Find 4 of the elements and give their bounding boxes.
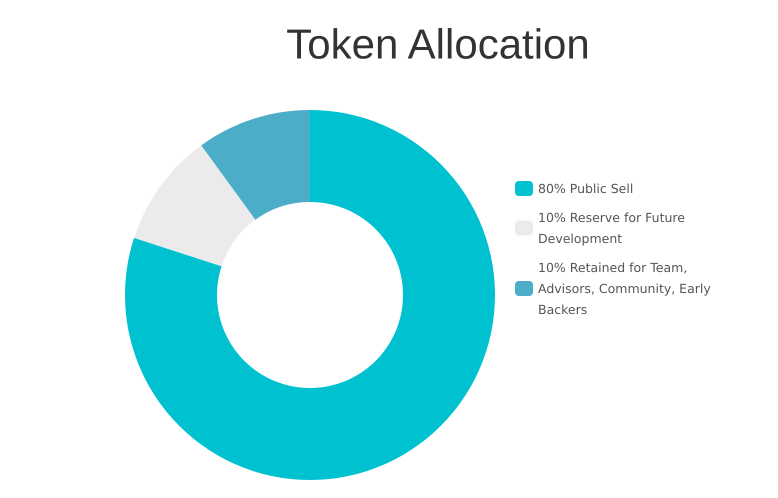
- legend-label: 10% Reserve for Future Development: [538, 210, 689, 246]
- chart-title: Token Allocation: [286, 20, 590, 68]
- legend-label: 80% Public Sell: [538, 181, 634, 196]
- legend-label: 10% Retained for Team, Advisors, Community, Early Backers: [538, 260, 715, 317]
